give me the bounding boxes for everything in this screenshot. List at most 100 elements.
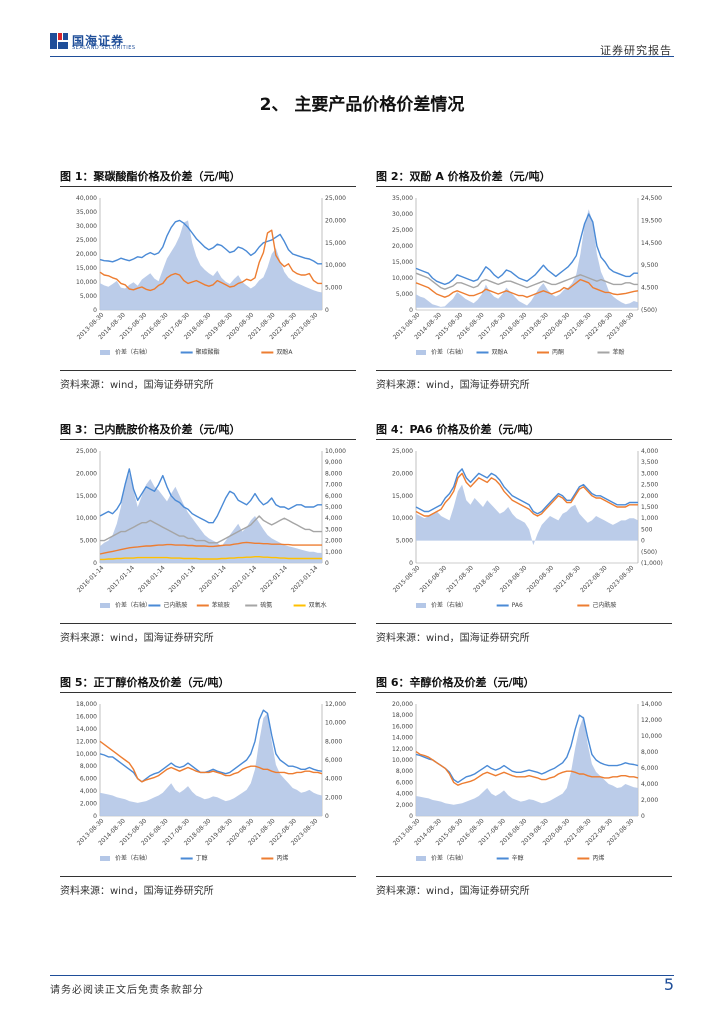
series-area-价差右轴 <box>100 713 322 816</box>
right-tick-label: 8,000 <box>325 470 342 477</box>
legend-swatch <box>416 350 426 355</box>
legend-label: 价差（右轴） <box>431 348 467 356</box>
chart-caprolactam: 25,000 20,000 15,000 10,000 5,000 0 10,000 9,00… <box>76 448 346 609</box>
legend-label: 苯酚 <box>613 348 625 356</box>
series-area-价差右轴 <box>100 473 322 563</box>
chart-n-butanol: 18,000 16,000 14,000 12,000 10,000 8,000 6,000… <box>76 701 346 862</box>
left-tick-label: 0 <box>409 560 413 567</box>
left-tick-label: 10,000 <box>76 279 97 286</box>
legend-label: 辛醇 <box>512 854 524 862</box>
logo-subtitle: SEALAND SECURITIES <box>72 45 136 51</box>
legend-label: PA6 <box>512 602 523 609</box>
right-tick-label: 500 <box>641 526 653 533</box>
disclaimer-note: 请务必阅读正文后免责条款部分 <box>50 985 204 996</box>
right-tick-label: 2,000 <box>641 797 658 804</box>
right-tick-label: 24,500 <box>641 195 662 202</box>
figure-divider-top <box>376 439 672 440</box>
x-tick-label: 2020-01-14 <box>198 564 228 594</box>
left-tick-label: 6,000 <box>80 776 97 783</box>
right-tick-label: 4,000 <box>325 515 342 522</box>
figure-title: 图 4：PA6 价格及价差（元/吨） <box>376 423 540 436</box>
left-tick-label: 18,000 <box>392 712 413 719</box>
left-tick-label: 30,000 <box>392 211 413 218</box>
right-tick-label: 10,000 <box>325 720 346 727</box>
header-divider <box>50 56 674 57</box>
right-tick-label: 0 <box>325 813 329 820</box>
right-tick-label: 1,000 <box>325 549 342 556</box>
legend-label: 苯硫胺 <box>212 601 230 609</box>
x-tick-label: 2021-01-14 <box>229 564 259 594</box>
legend-label: 丙烯 <box>276 854 288 862</box>
left-tick-label: 0 <box>409 813 413 820</box>
right-tick-label: (1,000) <box>641 560 663 567</box>
company-logo: 国海证券 SEALAND SECURITIES <box>50 32 160 52</box>
source-note: 资料来源：wind，国海证券研究所 <box>60 633 214 644</box>
right-tick-label: 5,000 <box>325 285 342 292</box>
left-tick-label: 12,000 <box>392 746 413 753</box>
figure-divider-bottom <box>376 876 672 877</box>
sealand-logo-icon <box>50 33 68 49</box>
right-tick-label: 5,000 <box>325 504 342 511</box>
right-tick-label: 6,000 <box>325 493 342 500</box>
left-tick-label: 25,000 <box>392 227 413 234</box>
legend-label: 价差（右轴） <box>431 854 467 862</box>
figure-title: 图 1：聚碳酸酯价格及价差（元/吨） <box>60 170 241 183</box>
legend-label: 价差（右轴） <box>115 348 151 356</box>
left-tick-label: 16,000 <box>76 713 97 720</box>
left-tick-label: 0 <box>93 813 97 820</box>
left-tick-label: 20,000 <box>76 470 97 477</box>
figure-divider-bottom <box>60 623 356 624</box>
legend-swatch <box>416 856 426 861</box>
right-tick-label: (500) <box>641 549 657 556</box>
figure-divider-bottom <box>376 623 672 624</box>
legend-label: 聚碳酸酯 <box>196 348 220 356</box>
right-tick-label: 3,500 <box>641 459 658 466</box>
left-tick-label: 8,000 <box>80 763 97 770</box>
figure-divider-top <box>60 439 356 440</box>
series-line-pa6 <box>415 468 638 515</box>
figure-title: 图 3：己内酰胺价格及价差（元/吨） <box>60 423 241 436</box>
figure-divider-top <box>60 692 356 693</box>
series-line-苯硫胺 <box>99 541 322 555</box>
legend-swatch <box>100 350 110 355</box>
figure-title: 图 2：双酚 A 价格及价差（元/吨） <box>376 170 551 183</box>
legend-label: 价差（右轴） <box>115 601 151 609</box>
right-tick-label: 1,000 <box>641 515 658 522</box>
left-tick-label: 35,000 <box>76 209 97 216</box>
left-tick-label: 15,000 <box>76 265 97 272</box>
left-tick-label: 10,000 <box>76 515 97 522</box>
right-tick-label: 14,500 <box>641 240 662 247</box>
legend-swatch <box>416 603 426 608</box>
x-tick-label: 2022-01-14 <box>259 564 289 594</box>
left-tick-label: 5,000 <box>396 538 413 545</box>
right-tick-label: 3,000 <box>641 470 658 477</box>
series-line-丙酮 <box>415 278 639 298</box>
x-tick-label: 2016-01-14 <box>76 564 106 594</box>
left-tick-label: 25,000 <box>76 448 97 455</box>
figure-divider-bottom <box>60 370 356 371</box>
left-tick-label: 25,000 <box>76 237 97 244</box>
right-tick-label: 4,000 <box>641 781 658 788</box>
right-tick-label: 4,000 <box>641 448 658 455</box>
left-tick-label: 15,000 <box>392 259 413 266</box>
legend-swatch <box>100 603 110 608</box>
right-tick-label: 6,000 <box>641 765 658 772</box>
left-tick-label: 5,000 <box>80 293 97 300</box>
series-area-价差右轴 <box>416 209 638 308</box>
source-note: 资料来源：wind，国海证券研究所 <box>376 633 530 644</box>
x-tick-label: 2016-08-30 <box>419 564 449 594</box>
figure-divider-top <box>60 186 356 187</box>
figure-title: 图 5：正丁醇价格及价差（元/吨） <box>60 676 230 689</box>
page-number: 5 <box>663 975 674 994</box>
right-tick-label: 0 <box>641 538 645 545</box>
right-tick-label: 0 <box>325 307 329 314</box>
series-line-硫氨 <box>100 515 322 544</box>
left-tick-label: 15,000 <box>392 493 413 500</box>
left-tick-label: 12,000 <box>76 738 97 745</box>
figure-divider-top <box>376 186 672 187</box>
x-tick-label: 2018-01-14 <box>137 564 167 594</box>
series-line-双氧水 <box>100 555 322 561</box>
left-tick-label: 20,000 <box>392 243 413 250</box>
x-tick-label: 2023-08-30 <box>606 564 636 594</box>
right-tick-label: 0 <box>325 560 329 567</box>
